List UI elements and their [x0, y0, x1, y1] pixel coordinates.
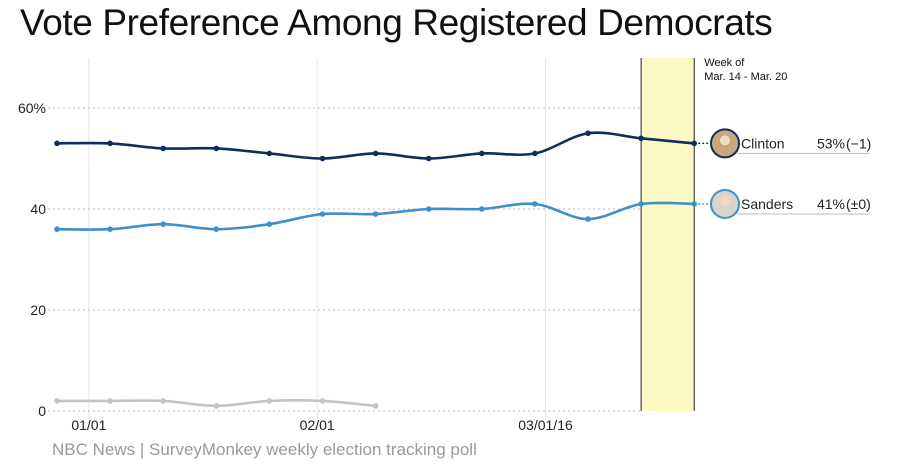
sanders-point [266, 221, 273, 227]
clinton-legend-value: 53% [817, 135, 845, 151]
clinton-point [319, 155, 326, 162]
y-tick-label: 60% [18, 100, 46, 116]
other-point [54, 398, 60, 404]
sanders-point [213, 226, 220, 232]
clinton-point [213, 145, 220, 152]
clinton-point [425, 155, 432, 162]
source-note: NBC News | SurveyMonkey weekly election … [52, 440, 477, 459]
other-point [266, 398, 273, 404]
y-tick-label: 0 [38, 403, 46, 419]
clinton-legend-name: Clinton [741, 135, 785, 151]
clinton-point [266, 150, 273, 157]
clinton-avatar-face [720, 135, 730, 146]
y-tick-label: 20 [30, 302, 46, 318]
highlight-label-line1: Week of [704, 57, 745, 69]
clinton-point [479, 150, 485, 157]
sanders-point [319, 211, 326, 217]
x-tick-label: 01/01 [71, 417, 106, 433]
sanders-point [107, 226, 113, 232]
highlight-band [641, 58, 695, 411]
sanders-legend-name: Sanders [741, 196, 793, 212]
sanders-legend-change: (±0) [846, 196, 871, 212]
x-tick-label: 03/01/16 [518, 417, 573, 433]
other-point [213, 403, 220, 409]
clinton-point [107, 140, 113, 147]
clinton-point [160, 145, 166, 152]
sanders-avatar-face [720, 195, 730, 206]
x-tick-label: 02/01 [300, 417, 335, 433]
other-point [107, 398, 113, 404]
sanders-point [532, 201, 538, 207]
y-tick-label: 40 [30, 201, 46, 217]
clinton-point [638, 135, 644, 142]
sanders-point [585, 216, 591, 222]
other-point [319, 398, 326, 404]
highlight-label-line2: Mar. 14 - Mar. 20 [704, 71, 787, 83]
other-point [160, 398, 166, 404]
clinton-point [372, 150, 379, 157]
sanders-point [425, 206, 432, 212]
other-point [372, 403, 379, 409]
sanders-point [160, 221, 166, 227]
sanders-legend-value: 41% [817, 196, 845, 212]
sanders-point [54, 226, 60, 232]
sanders-point [479, 206, 485, 212]
chart-title: Vote Preference Among Registered Democra… [20, 2, 773, 43]
clinton-point [585, 130, 591, 137]
sanders-point [638, 201, 644, 207]
sanders-point [372, 211, 379, 217]
clinton-legend-change: (−1) [846, 135, 871, 151]
clinton-point [532, 150, 538, 157]
clinton-point [54, 140, 60, 147]
